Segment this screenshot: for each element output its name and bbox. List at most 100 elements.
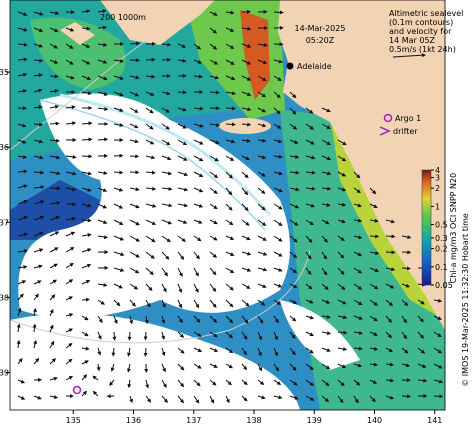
velocity-arrow — [353, 346, 363, 351]
velocity-arrow — [257, 171, 266, 177]
velocity-arrow — [65, 43, 74, 49]
velocity-arrow — [209, 155, 219, 162]
velocity-arrow — [65, 328, 74, 333]
velocity-arrow — [273, 107, 281, 115]
velocity-arrow — [417, 315, 424, 323]
velocity-arrow — [17, 57, 28, 62]
velocity-arrow — [17, 280, 27, 285]
velocity-arrow — [257, 395, 266, 400]
velocity-arrow — [433, 331, 442, 338]
velocity-arrow — [81, 297, 90, 302]
velocity-arrow — [273, 251, 283, 257]
velocity-arrow — [257, 123, 267, 128]
velocity-arrow — [33, 43, 44, 48]
velocity-arrow — [321, 267, 328, 276]
velocity-arrow — [289, 235, 298, 243]
velocity-arrow — [33, 200, 45, 205]
velocity-arrow — [369, 315, 378, 322]
velocity-arrow — [49, 279, 58, 285]
velocity-arrow — [161, 395, 168, 403]
velocity-arrow — [225, 395, 230, 404]
velocity-arrow — [177, 90, 187, 95]
velocity-arrow — [81, 218, 92, 223]
velocity-arrow — [305, 219, 314, 226]
velocity-arrow — [385, 315, 393, 323]
velocity-arrow — [305, 170, 316, 175]
velocity-arrow — [49, 215, 61, 221]
velocity-arrow — [17, 42, 28, 47]
velocity-arrow — [81, 121, 93, 126]
velocity-arrow — [257, 299, 266, 306]
velocity-arrow — [129, 299, 136, 307]
velocity-arrow — [225, 106, 237, 111]
velocity-arrow — [257, 75, 267, 81]
velocity-arrow — [337, 251, 345, 259]
velocity-arrows — [16, 9, 444, 404]
velocity-arrow — [65, 296, 73, 301]
velocity-arrow — [33, 248, 44, 253]
velocity-arrow — [97, 170, 108, 175]
velocity-arrow — [257, 251, 268, 256]
velocity-arrow — [81, 75, 92, 81]
velocity-arrow — [353, 235, 363, 240]
velocity-arrow — [177, 235, 187, 242]
velocity-arrow — [49, 201, 61, 205]
velocity-arrow — [337, 219, 346, 224]
velocity-arrow — [177, 363, 185, 371]
plot-frame — [9, 0, 446, 411]
velocity-arrow — [369, 234, 380, 239]
velocity-arrow — [177, 315, 183, 324]
velocity-arrow — [241, 203, 249, 212]
velocity-arrow — [193, 363, 202, 369]
velocity-arrow — [353, 283, 363, 290]
velocity-arrow — [257, 59, 268, 65]
velocity-arrow — [161, 107, 170, 113]
velocity-arrow — [49, 59, 59, 64]
velocity-arrow — [17, 89, 28, 94]
velocity-arrow — [65, 358, 73, 365]
velocity-arrow — [129, 41, 141, 46]
velocity-arrow — [49, 340, 55, 349]
velocity-arrow — [353, 363, 363, 368]
velocity-arrow — [225, 27, 235, 32]
velocity-arrow — [17, 27, 28, 32]
velocity-arrow — [193, 123, 204, 128]
velocity-arrow — [33, 170, 45, 175]
velocity-arrow — [33, 293, 39, 301]
velocity-arrow — [193, 219, 203, 224]
velocity-arrow — [209, 219, 218, 225]
velocity-arrow — [353, 267, 363, 274]
velocity-arrow — [225, 315, 234, 324]
velocity-arrow — [161, 347, 166, 357]
velocity-arrow — [337, 155, 347, 162]
velocity-arrow — [321, 379, 330, 387]
velocity-arrow — [257, 363, 263, 372]
velocity-arrow — [369, 187, 377, 195]
velocity-arrow — [353, 203, 362, 208]
velocity-arrow — [129, 75, 140, 80]
velocity-arrow — [65, 121, 77, 126]
velocity-arrow — [193, 267, 199, 277]
velocity-arrow — [33, 88, 43, 93]
velocity-arrow — [225, 203, 233, 211]
velocity-arrow — [193, 315, 201, 323]
velocity-arrow — [145, 170, 156, 175]
velocity-arrow — [49, 138, 61, 143]
velocity-arrow — [177, 155, 188, 161]
velocity-arrow — [241, 395, 248, 402]
velocity-arrow — [321, 123, 331, 129]
argo-legend-icon — [383, 113, 393, 123]
velocity-arrow — [289, 379, 298, 386]
velocity-arrow — [126, 363, 131, 373]
velocity-arrow — [337, 379, 345, 387]
velocity-arrow — [257, 315, 264, 324]
velocity-arrow — [337, 363, 347, 369]
velocity-arrow — [193, 395, 200, 404]
velocity-arrow — [241, 91, 252, 97]
velocity-arrow — [289, 139, 299, 144]
velocity-arrow — [225, 235, 235, 240]
velocity-arrow — [81, 280, 91, 285]
velocity-arrow — [33, 139, 44, 144]
velocity-arrow — [401, 299, 409, 307]
velocity-arrow — [97, 25, 107, 30]
